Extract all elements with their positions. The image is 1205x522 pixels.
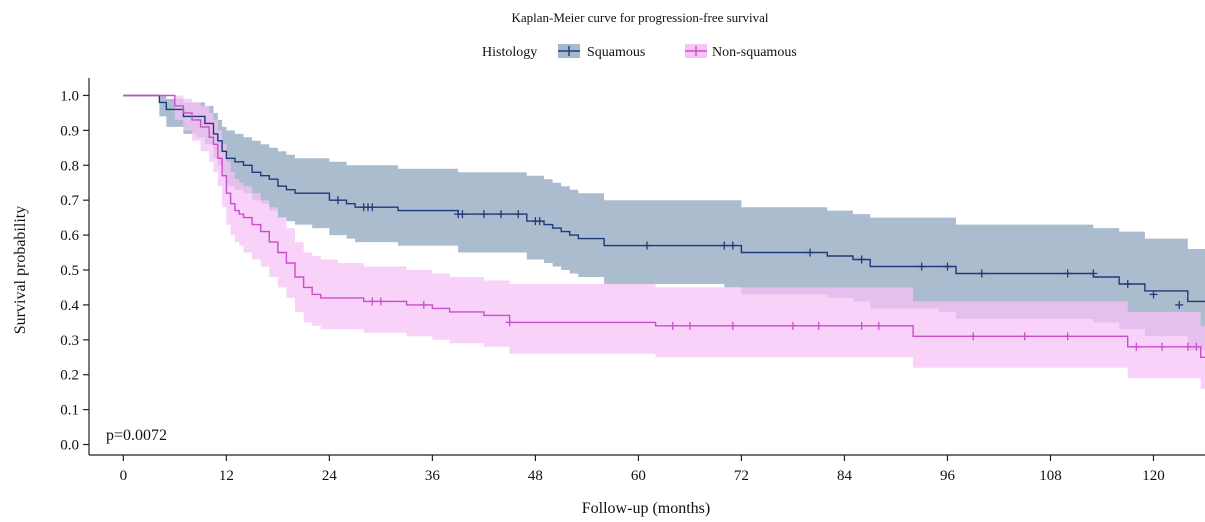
- censor-mark-non-squamous: [969, 332, 978, 341]
- censor-mark-non-squamous: [505, 318, 514, 327]
- censor-mark-non-squamous: [1192, 342, 1201, 351]
- censor-mark-squamous: [458, 210, 467, 219]
- x-tick-label: 48: [528, 468, 543, 484]
- x-tick-label: 60: [631, 468, 646, 484]
- censor-mark-squamous: [1063, 269, 1072, 278]
- x-tick-label: 24: [322, 468, 338, 484]
- censor-mark-non-squamous: [1158, 342, 1167, 351]
- censor-mark-non-squamous: [376, 297, 385, 306]
- legend-item-squamous: Squamous: [558, 44, 645, 60]
- censor-mark-squamous: [1175, 300, 1184, 309]
- censor-mark-non-squamous: [419, 300, 428, 309]
- censor-mark-squamous: [368, 203, 377, 212]
- x-tick-label: 72: [734, 468, 749, 484]
- censor-mark-non-squamous: [685, 321, 694, 330]
- y-tick-label: 0.1: [60, 403, 79, 419]
- y-tick-label: 0.9: [60, 123, 79, 139]
- censor-mark-non-squamous: [788, 321, 797, 330]
- censor-mark-non-squamous: [728, 321, 737, 330]
- x-tick-label: 36: [425, 468, 441, 484]
- x-axis-title: Follow-up (months): [582, 500, 710, 517]
- censor-mark-non-squamous: [1020, 332, 1029, 341]
- censor-mark-squamous: [806, 248, 815, 257]
- x-tick-label: 12: [219, 468, 234, 484]
- censor-mark-non-squamous: [368, 297, 377, 306]
- y-tick-label: 1.0: [60, 88, 79, 104]
- y-tick-label: 0.3: [60, 333, 79, 349]
- p-value-annotation: p=0.0072: [106, 427, 167, 444]
- censor-mark-squamous: [333, 196, 342, 205]
- y-axis-title: Survival probability: [12, 206, 29, 334]
- censor-mark-non-squamous: [1132, 342, 1141, 351]
- legend-item-non-squamous: Non-squamous: [685, 44, 797, 60]
- x-tick-label: 108: [1039, 468, 1062, 484]
- x-tick-label: 96: [940, 468, 956, 484]
- censor-mark-non-squamous: [874, 321, 883, 330]
- y-tick-label: 0.2: [60, 368, 79, 384]
- censor-mark-squamous: [514, 210, 523, 219]
- censor-mark-non-squamous: [1183, 342, 1192, 351]
- censor-mark-squamous: [1089, 269, 1098, 278]
- survival-line-non-squamous: [123, 94, 1205, 358]
- censor-mark-squamous: [1149, 290, 1158, 299]
- x-tick-label: 120: [1142, 468, 1165, 484]
- ci-band-squamous: [123, 95, 1205, 354]
- x-tick-label: 84: [837, 468, 853, 484]
- y-tick-label: 0.5: [60, 263, 79, 279]
- y-tick-label: 0.8: [60, 158, 79, 174]
- censor-mark-squamous: [1123, 279, 1132, 288]
- censor-mark-squamous: [535, 217, 544, 226]
- censor-mark-squamous: [857, 255, 866, 264]
- censor-mark-squamous: [728, 241, 737, 250]
- chart-title: Kaplan-Meier curve for progression-free …: [511, 10, 768, 25]
- y-tick-label: 0.7: [60, 193, 79, 209]
- censor-mark-squamous: [643, 241, 651, 250]
- x-tick-label: 0: [120, 468, 128, 484]
- legend: Histology Squamous Non-squamous: [482, 44, 797, 60]
- censor-mark-non-squamous: [668, 321, 677, 330]
- legend-label-squamous: Squamous: [587, 45, 645, 60]
- censor-mark-squamous: [720, 241, 729, 250]
- censor-mark-squamous: [479, 210, 488, 219]
- censor-mark-squamous: [917, 262, 926, 271]
- censor-mark-squamous: [497, 210, 506, 219]
- censor-mark-squamous: [943, 262, 952, 271]
- y-tick-label: 0.6: [60, 228, 79, 244]
- y-tick-label: 0.4: [60, 298, 79, 314]
- censor-mark-squamous: [977, 269, 986, 278]
- censor-mark-non-squamous: [1063, 332, 1072, 341]
- censor-mark-non-squamous: [857, 321, 866, 330]
- ci-band-non-squamous: [123, 95, 1205, 389]
- censor-mark-non-squamous: [814, 321, 823, 330]
- legend-label-non-squamous: Non-squamous: [712, 45, 797, 60]
- y-tick-label: 0.0: [60, 438, 79, 454]
- legend-title: Histology: [482, 45, 537, 60]
